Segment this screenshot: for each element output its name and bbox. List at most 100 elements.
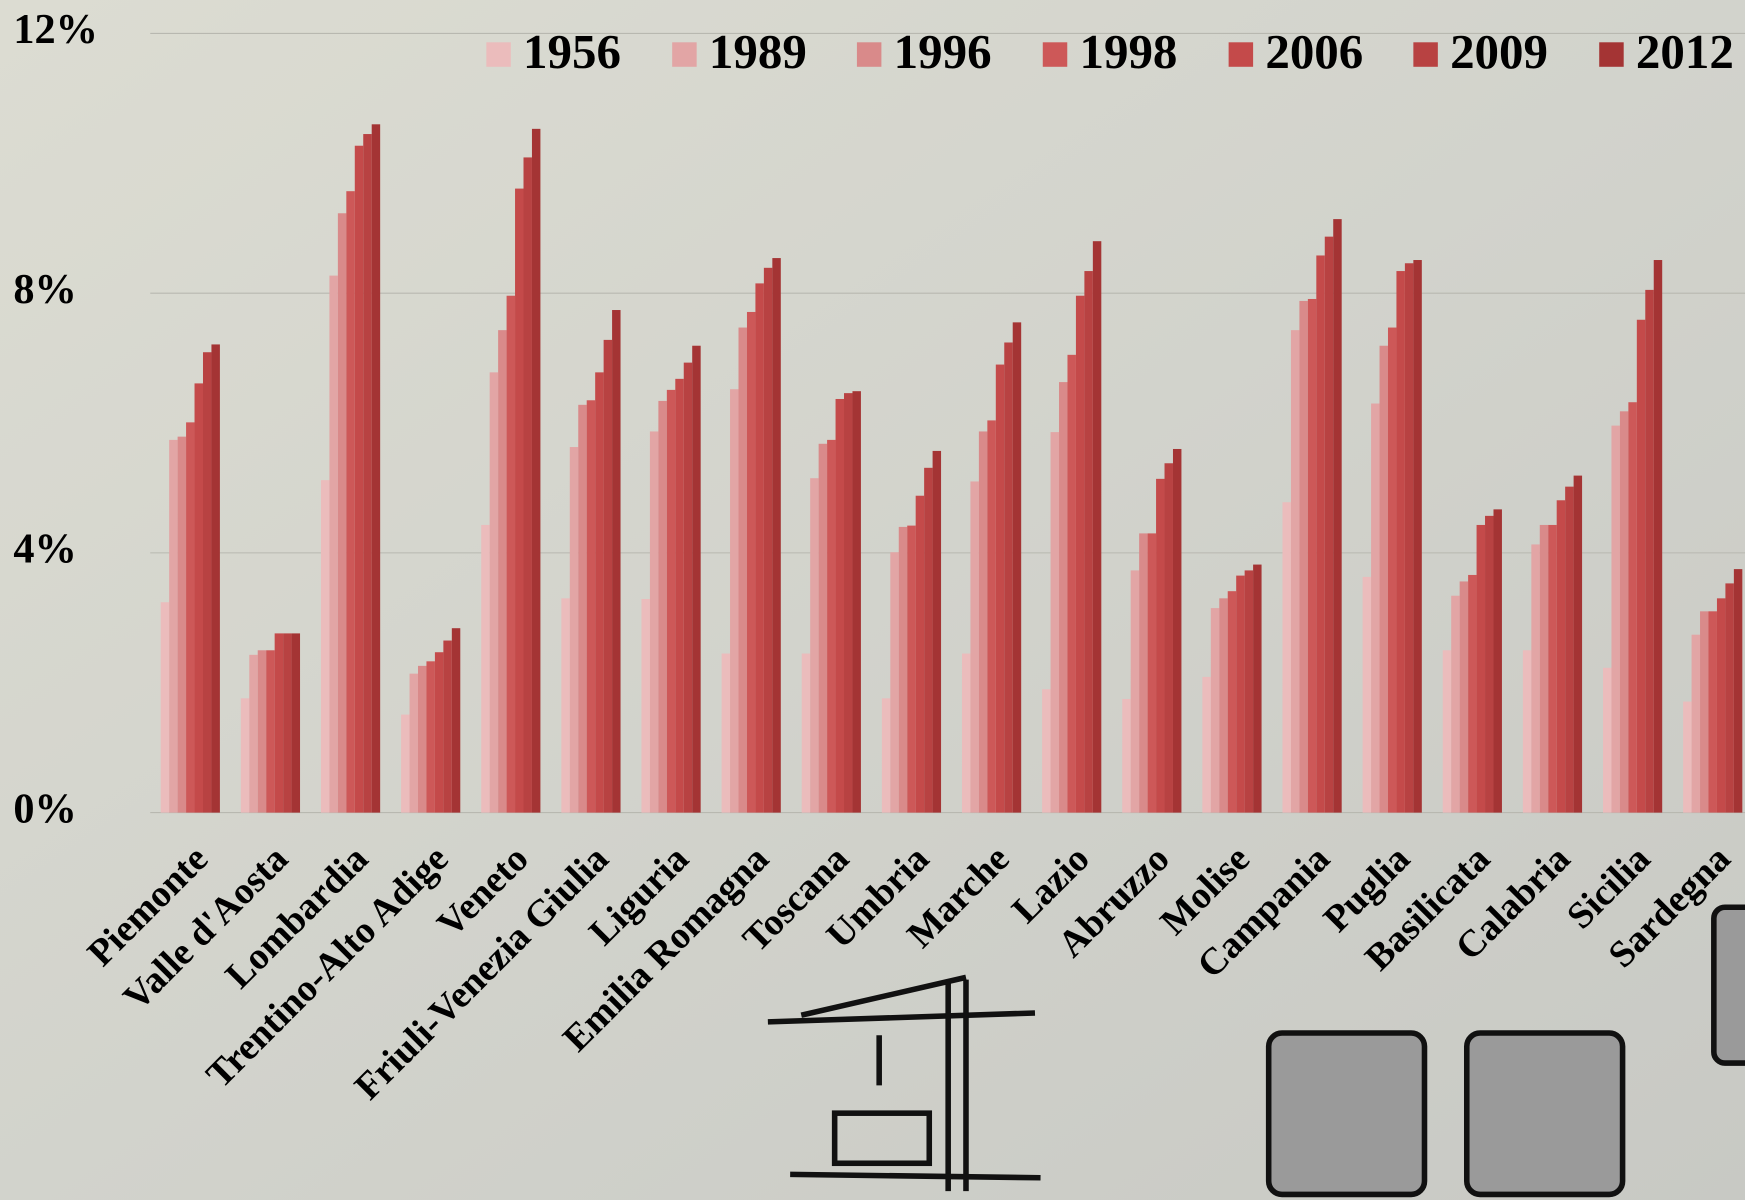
legend-label: 2012 <box>1636 24 1734 79</box>
bar <box>177 436 187 813</box>
bar <box>1619 411 1629 813</box>
bar <box>987 420 996 813</box>
bar <box>666 389 676 813</box>
bar <box>852 391 861 813</box>
bar <box>827 439 836 813</box>
bar <box>1413 260 1422 813</box>
bar <box>434 652 444 813</box>
bar <box>1084 271 1093 813</box>
bar <box>329 275 338 813</box>
bar <box>1522 650 1532 813</box>
legend-swatch <box>1599 42 1624 67</box>
bar <box>266 650 275 813</box>
bar <box>1202 676 1211 813</box>
bar <box>169 439 178 813</box>
bar <box>202 352 212 813</box>
bar <box>1556 500 1566 813</box>
bar <box>1476 524 1486 813</box>
bar <box>211 344 220 813</box>
bar <box>612 310 621 813</box>
bar <box>721 653 731 813</box>
y-tick-label: 8% <box>13 266 76 313</box>
bar <box>291 633 301 813</box>
bar <box>1012 322 1022 813</box>
bar <box>417 665 427 813</box>
bar <box>603 339 613 813</box>
legend-swatch <box>1042 42 1068 67</box>
bar <box>595 372 604 813</box>
bar <box>1442 650 1452 813</box>
bar <box>1404 263 1414 813</box>
bar <box>363 134 372 813</box>
bar <box>257 650 267 813</box>
bar <box>658 400 667 813</box>
y-tick-label: 12% <box>13 6 98 53</box>
bar <box>1531 544 1540 813</box>
bar <box>924 467 933 813</box>
bar <box>1122 698 1131 813</box>
bar <box>1387 327 1397 813</box>
bar <box>506 295 516 813</box>
bar <box>1282 502 1291 813</box>
bar <box>755 283 764 813</box>
bar <box>1539 524 1549 813</box>
bar <box>1379 345 1388 813</box>
bar <box>1219 598 1228 813</box>
bar <box>898 526 908 813</box>
bar <box>337 213 347 813</box>
bar <box>763 267 773 813</box>
bar <box>932 450 942 813</box>
bar <box>1468 574 1477 813</box>
bar <box>1716 598 1726 813</box>
legend-label: 1956 <box>523 24 621 79</box>
bar <box>1451 595 1460 813</box>
bar <box>1683 701 1692 813</box>
bar <box>1147 533 1157 813</box>
bar <box>772 258 781 813</box>
legend-label: 2006 <box>1265 24 1363 79</box>
legend-label: 2009 <box>1450 24 1548 79</box>
bar <box>523 157 532 813</box>
legend-swatch <box>1413 42 1438 67</box>
bar <box>1459 581 1469 813</box>
bar <box>1636 319 1646 813</box>
bar <box>810 478 819 813</box>
bar <box>426 661 435 813</box>
bar <box>249 654 258 813</box>
bar <box>1253 564 1262 813</box>
bar <box>578 404 587 813</box>
bar <box>160 602 170 813</box>
bar <box>1396 271 1405 813</box>
bar <box>1628 402 1637 813</box>
bar <box>1092 241 1102 813</box>
bar <box>746 311 756 813</box>
bar <box>1324 236 1334 813</box>
bar <box>1067 354 1076 813</box>
bar <box>835 398 845 813</box>
bar <box>881 698 891 813</box>
bar <box>641 598 650 813</box>
bar <box>401 714 410 813</box>
bar <box>907 525 916 813</box>
bar <box>1042 689 1051 813</box>
bar <box>1172 448 1182 813</box>
bar <box>1050 432 1060 813</box>
bar <box>1290 330 1300 813</box>
bar <box>1333 219 1342 813</box>
legend-label: 1989 <box>709 24 807 79</box>
bar <box>186 422 195 813</box>
bar <box>489 372 499 813</box>
bar <box>1725 583 1734 813</box>
bar <box>515 188 524 813</box>
bar <box>649 431 659 813</box>
bar <box>1548 524 1557 813</box>
bar <box>531 128 541 813</box>
bar <box>409 673 418 813</box>
bar <box>1156 478 1165 813</box>
bar <box>481 524 490 813</box>
legend-swatch <box>672 42 697 67</box>
bar <box>498 330 507 813</box>
bar <box>1299 300 1308 813</box>
